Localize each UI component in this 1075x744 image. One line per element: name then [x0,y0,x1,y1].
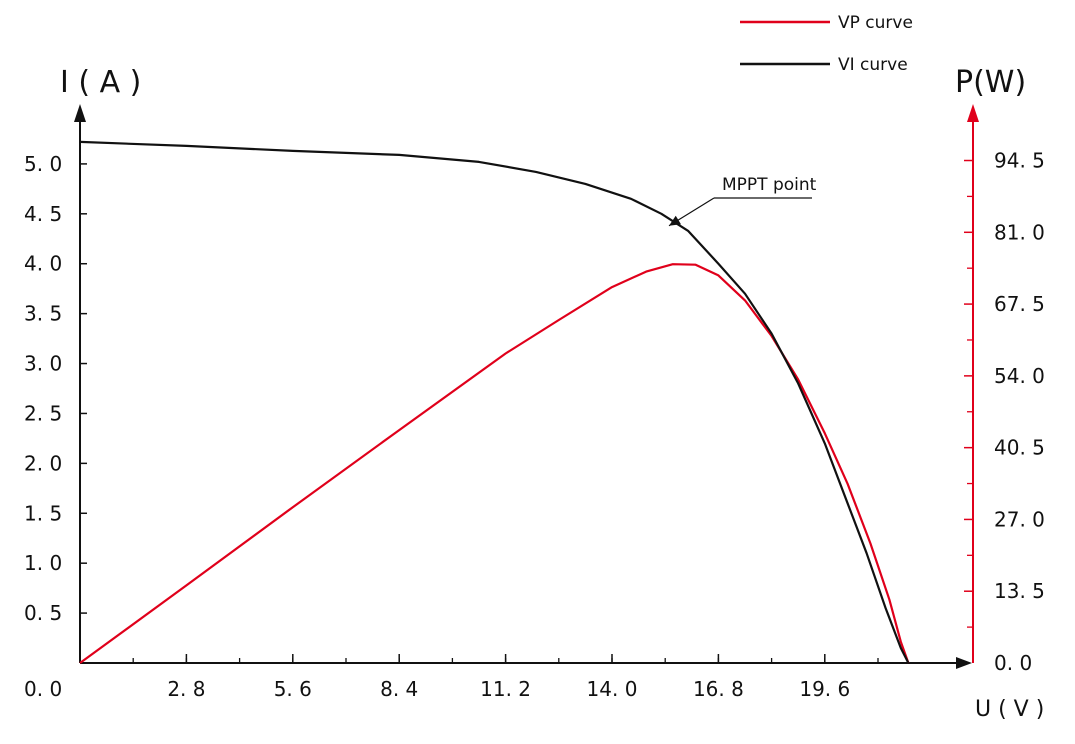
y-right-tick-label: 54. 0 [994,364,1045,388]
y-left-tick-label: 3. 0 [24,352,62,376]
mppt-annotation-arrowhead [669,215,681,226]
y-left-tick-label: 1. 5 [24,501,62,525]
y-left-axis-title: I ( A ) [60,65,141,100]
x-tick-label: 19. 6 [799,677,850,701]
y-right-ticks: 0. 0 13. 5 27. 0 40. 5 54. 0 67. 5 81. 0 94. 5 [964,149,1045,675]
x-ticks: 2. 8 5. 6 8. 4 11. 2 14. 0 16. 8 19. 6 [132,654,879,701]
x-tick-label: 5. 6 [274,677,312,701]
legend-label-vi: VI curve [838,55,908,75]
vp-curve-line [79,263,910,664]
y-left-tick-label: 4. 5 [24,202,62,226]
y-right-tick-label: 81. 0 [994,220,1045,244]
y-right-tick-label: 94. 5 [994,149,1045,173]
x-tick-label: 16. 8 [693,677,744,701]
y-left-tick-label: 2. 0 [24,451,62,475]
vi-curve-line [79,140,910,664]
y-right-tick-label: 27. 0 [994,507,1045,531]
x-origin-label: 0. 0 [24,677,62,701]
x-tick-label: 8. 4 [380,677,418,701]
series-layer [79,140,910,664]
y-right-tick-label: 40. 5 [994,436,1045,460]
y-left-axis-arrow [74,104,86,122]
y-left-ticks: 0. 5 1. 0 1. 5 2. 0 2. 5 3. 0 3. 5 4. 0 4. 5 5. 0 [24,152,87,625]
mppt-annotation-text: MPPT point [722,175,817,195]
x-axis-title: U ( V ) [975,697,1044,722]
y-right-tick-label: 0. 0 [994,651,1032,675]
y-left-tick-label: 4. 0 [24,252,62,276]
legend-label-vp: VP curve [838,13,913,33]
y-left-tick-label: 1. 0 [24,551,62,575]
y-right-axis-arrow [967,104,979,122]
y-left-tick-label: 0. 5 [24,601,62,625]
legend: VP curve VI curve [740,13,913,75]
y-left-tick-label: 3. 5 [24,302,62,326]
y-right-axis-title: P(W) [955,65,1026,100]
x-tick-label: 11. 2 [480,677,531,701]
y-left-tick-label: 2. 5 [24,401,62,425]
axes [74,104,979,669]
x-tick-label: 2. 8 [167,677,205,701]
x-tick-label: 14. 0 [587,677,638,701]
x-axis-arrow [956,657,972,669]
y-right-tick-label: 67. 5 [994,292,1045,316]
y-left-tick-label: 5. 0 [24,152,62,176]
mppt-annotation: MPPT point [668,175,817,227]
y-right-tick-label: 13. 5 [994,579,1045,603]
